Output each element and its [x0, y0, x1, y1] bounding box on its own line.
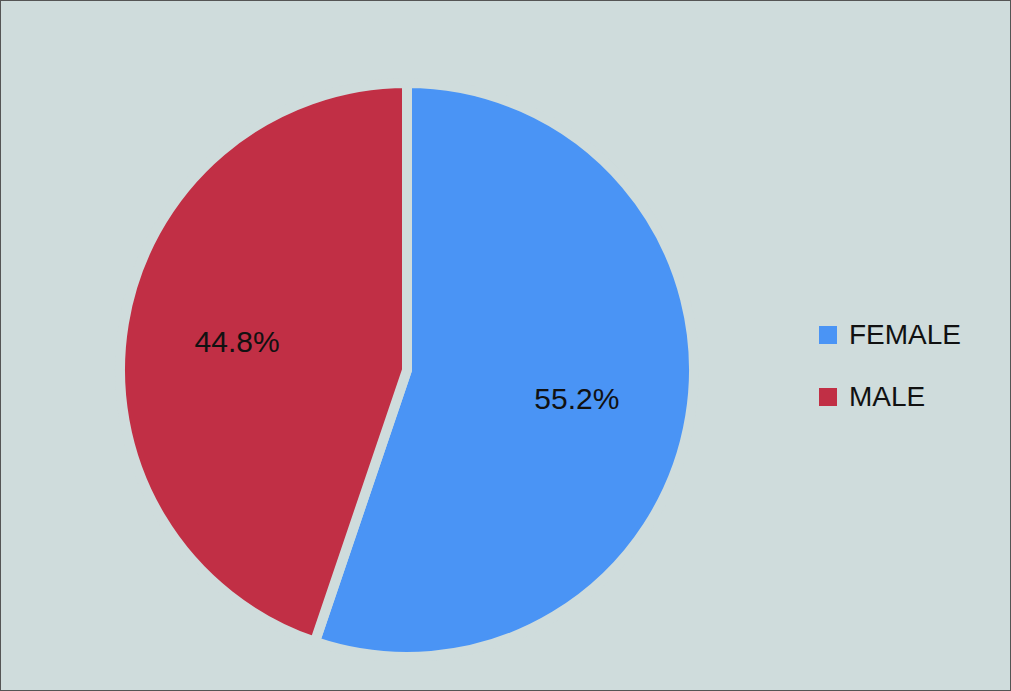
- html-text:FEMALE: FEMALE: [849, 319, 961, 350]
- html-text:MALE: MALE: [849, 381, 926, 412]
- svg-text:44.8%: 44.8%: [195, 325, 280, 358]
- svg-text:55.2%: 55.2%: [534, 382, 619, 415]
